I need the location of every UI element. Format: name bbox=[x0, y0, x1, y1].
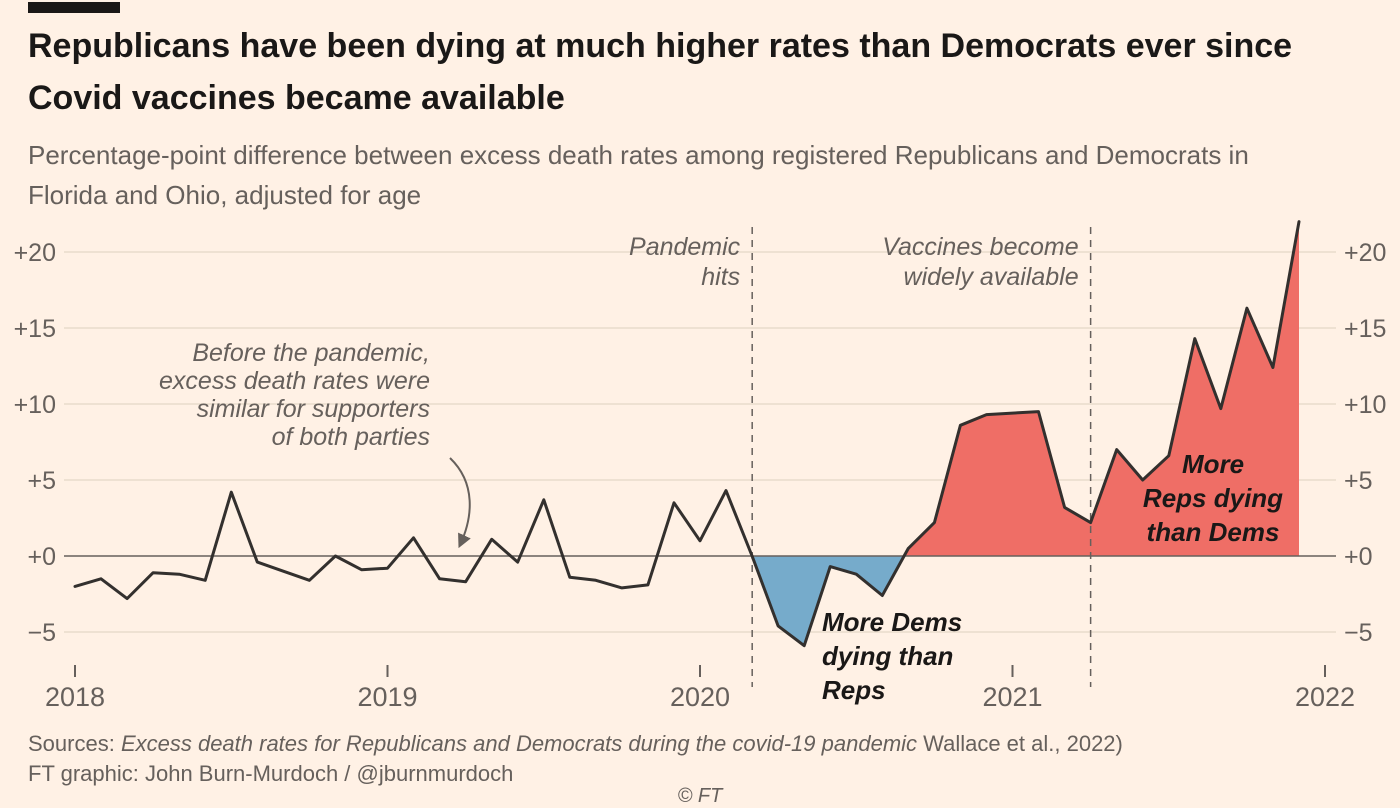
source-paper-title: Excess death rates for Republicans and D… bbox=[120, 731, 918, 756]
more-dems-label: More Dems dying than Reps bbox=[822, 607, 962, 705]
chart-subtitle: Percentage-point difference between exce… bbox=[28, 140, 1249, 210]
y-tick-label-left: +20 bbox=[14, 239, 56, 267]
x-tick-label: 2021 bbox=[982, 682, 1042, 712]
event-label: Vaccines become widely available bbox=[882, 233, 1078, 291]
x-tick-label: 2019 bbox=[357, 682, 417, 712]
area-fills bbox=[752, 221, 1299, 646]
source-suffix: Wallace et al., 2022) bbox=[917, 731, 1123, 756]
chart-title: Republicans have been dying at much high… bbox=[28, 27, 1293, 117]
source-prefix: Sources: bbox=[28, 731, 121, 756]
y-tick-label-right: +5 bbox=[1344, 467, 1373, 495]
annotations: Before the pandemic, excess death rates w… bbox=[159, 339, 1283, 705]
ft-copyright: © FT bbox=[677, 785, 723, 807]
y-tick-label-left: +15 bbox=[14, 315, 56, 343]
y-tick-label-right: +20 bbox=[1344, 239, 1386, 267]
area-more-reps-dying bbox=[904, 221, 1299, 556]
y-tick-label-left: +5 bbox=[27, 467, 56, 495]
y-tick-label-right: +15 bbox=[1344, 315, 1386, 343]
credit-line: FT graphic: John Burn-Murdoch / @jburnmu… bbox=[28, 761, 514, 786]
event-label: Pandemic hits bbox=[629, 233, 741, 291]
data-line bbox=[73, 220, 1301, 648]
y-tick-label-left: +10 bbox=[14, 391, 56, 419]
x-tick-label: 2018 bbox=[45, 682, 105, 712]
y-axis: −5 −5 +0 +0 +5 +5 +10 +10 +15 +15 +20 +20 bbox=[14, 239, 1387, 647]
excess-death-difference-chart: Pandemic hits Vaccines become widely availa… bbox=[14, 220, 1387, 712]
x-axis: 2018 2019 2020 2021 2022 bbox=[45, 665, 1355, 712]
area-more-dems-dying bbox=[752, 556, 905, 646]
gridlines bbox=[64, 251, 1336, 633]
x-tick-label: 2022 bbox=[1295, 682, 1355, 712]
ft-top-bar bbox=[28, 2, 120, 13]
pre-pandemic-note: Before the pandemic, excess death rates w… bbox=[159, 339, 430, 451]
event-markers: Pandemic hits Vaccines become widely availa… bbox=[629, 227, 1092, 687]
y-tick-label-right: −5 bbox=[1344, 619, 1373, 647]
y-tick-label-right: +0 bbox=[1344, 543, 1373, 571]
more-reps-label: More Reps dying than Dems bbox=[1143, 449, 1283, 547]
x-tick-label: 2020 bbox=[670, 682, 730, 712]
y-tick-label-right: +10 bbox=[1344, 391, 1386, 419]
y-tick-label-left: −5 bbox=[27, 619, 56, 647]
annotation-arrow bbox=[449, 457, 471, 549]
y-tick-label-left: +0 bbox=[27, 543, 56, 571]
source-line: Sources: Excess death rates for Republic… bbox=[28, 731, 1123, 757]
